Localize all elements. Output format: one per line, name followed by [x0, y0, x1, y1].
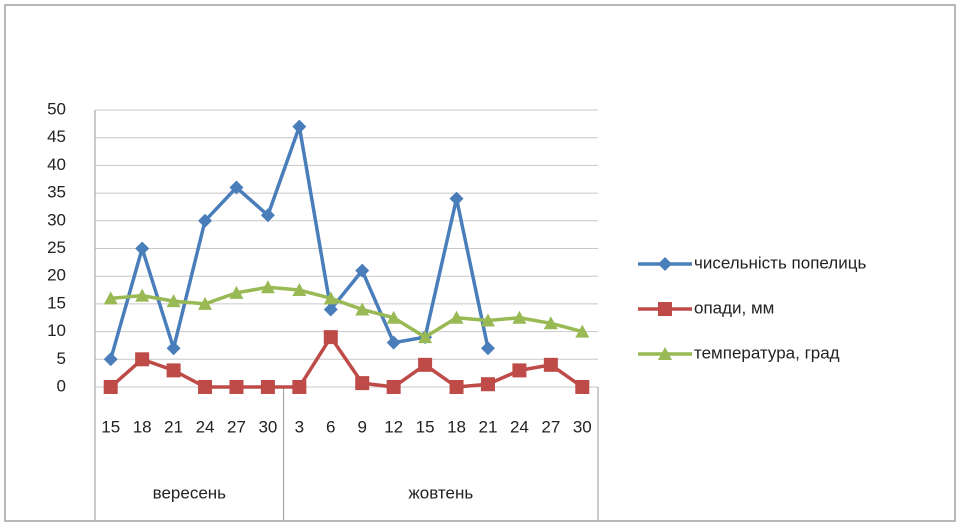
point: [260, 208, 275, 223]
point: [103, 380, 118, 394]
point: [575, 324, 590, 338]
x-tick-label: 12: [384, 417, 403, 436]
x-tick-label: 18: [133, 417, 152, 436]
point: [323, 302, 338, 317]
x-tick-label: 30: [258, 417, 277, 436]
point: [543, 357, 558, 372]
x-tick-label: 27: [541, 417, 560, 436]
point: [135, 288, 150, 302]
point: [229, 380, 244, 394]
group-label: вересень: [153, 483, 227, 502]
point: [512, 363, 527, 378]
point: [198, 213, 213, 228]
point: [292, 380, 307, 394]
x-tick-label: 24: [196, 417, 215, 436]
point: [166, 363, 181, 378]
point: [449, 380, 464, 394]
y-tick-label: 0: [57, 376, 66, 395]
point: [480, 341, 495, 356]
group-label: жовтень: [408, 483, 473, 502]
point: [658, 257, 672, 271]
point: [480, 313, 495, 327]
y-tick-label: 50: [47, 99, 66, 118]
x-tick-label: 6: [326, 417, 335, 436]
series-line: [110, 285, 583, 339]
point: [103, 352, 118, 367]
x-tick-label: 15: [101, 417, 120, 436]
point: [386, 310, 401, 324]
y-tick-label: 30: [47, 210, 66, 229]
x-tick-label: 21: [479, 417, 498, 436]
point: [658, 302, 672, 316]
point: [292, 119, 307, 134]
point: [198, 296, 213, 310]
x-tick-label: 24: [510, 417, 529, 436]
legend-label: опади, мм: [694, 298, 774, 317]
point: [512, 310, 527, 324]
x-tick-label: 15: [416, 417, 435, 436]
y-tick-label: 10: [47, 321, 66, 340]
x-tick-label: 3: [295, 417, 304, 436]
legend-label: температура, град: [694, 343, 840, 362]
point: [166, 341, 181, 356]
point: [449, 310, 464, 324]
point: [386, 335, 401, 350]
point: [355, 376, 370, 391]
point: [323, 291, 338, 305]
y-tick-label: 45: [47, 127, 66, 146]
point: [103, 291, 118, 305]
point: [658, 347, 672, 360]
x-tick-label: 27: [227, 417, 246, 436]
point: [418, 330, 433, 344]
y-tick-label: 15: [47, 293, 66, 312]
y-tick-label: 40: [47, 155, 66, 174]
y-tick-label: 5: [57, 349, 66, 368]
point: [260, 380, 275, 394]
x-tick-label: 21: [164, 417, 183, 436]
point: [323, 330, 338, 345]
y-tick-label: 25: [47, 238, 66, 257]
point: [386, 380, 401, 394]
x-tick-label: 30: [573, 417, 592, 436]
x-tick-label: 18: [447, 417, 466, 436]
point: [135, 352, 150, 367]
series-line: [109, 335, 584, 389]
point: [355, 302, 370, 316]
chart-border: [4, 4, 956, 522]
point: [575, 380, 590, 394]
point: [355, 263, 370, 278]
point: [543, 316, 558, 330]
point: [292, 283, 307, 297]
y-tick-label: 35: [47, 183, 66, 202]
point: [229, 180, 244, 195]
point: [198, 380, 213, 394]
point: [418, 357, 433, 372]
point: [449, 191, 464, 206]
point: [166, 294, 181, 308]
point: [135, 241, 150, 256]
y-tick-label: 20: [47, 266, 66, 285]
point: [229, 285, 244, 299]
point: [480, 377, 495, 392]
legend-label: чисельність попелиць: [694, 253, 866, 272]
point: [260, 280, 275, 294]
x-tick-label: 9: [357, 417, 366, 436]
